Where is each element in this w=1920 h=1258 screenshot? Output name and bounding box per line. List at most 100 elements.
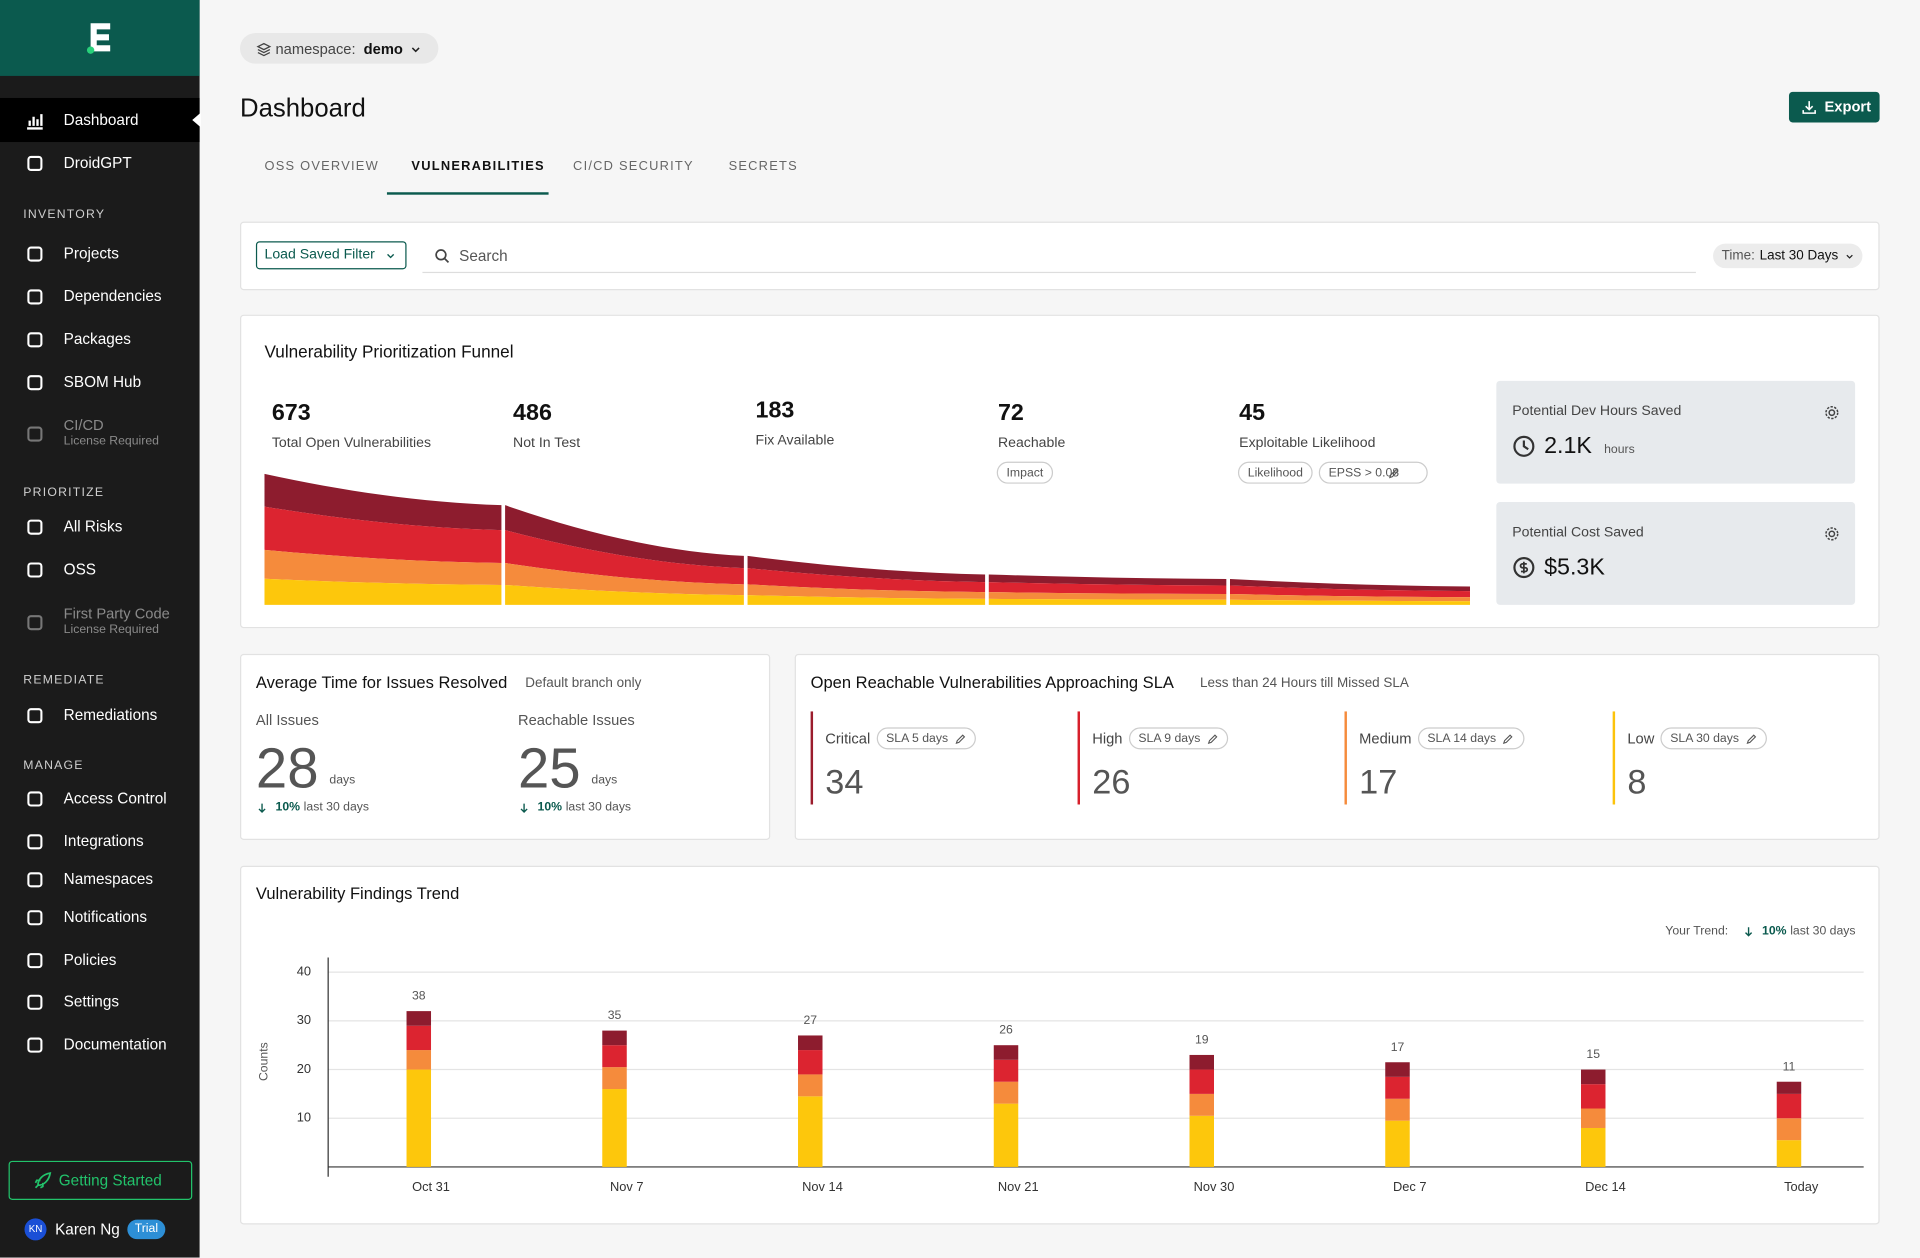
card	[240, 865, 1880, 1225]
tab[interactable]: VULNERABILITIES	[411, 158, 545, 174]
sla-value: 26	[1092, 762, 1131, 801]
savings-title: Potential Dev Hours Saved	[1512, 404, 1682, 420]
stage-value: 486	[513, 399, 552, 426]
sla-pill[interactable]: SLA 5 days	[876, 727, 977, 750]
search-underline	[422, 271, 1696, 274]
metric-period: last 30 days	[565, 800, 632, 815]
nav-label[interactable]: DroidGPT	[63, 153, 132, 172]
card-title: Average Time for Issues Resolved	[255, 673, 508, 693]
namespace-value: demo	[363, 40, 403, 58]
icon	[1825, 527, 1839, 541]
icon	[1746, 733, 1756, 744]
tag-pill[interactable]: Likelihood	[1237, 461, 1313, 484]
stage-value: 183	[755, 397, 795, 424]
tag-pill[interactable]: EPSS > 0.08	[1318, 461, 1428, 484]
nav-label[interactable]: Packages	[63, 330, 131, 348]
export-button[interactable]	[1788, 91, 1880, 123]
icon	[26, 871, 42, 887]
nav-label[interactable]: Policies	[63, 951, 117, 969]
icon	[1745, 927, 1753, 937]
icon	[258, 803, 266, 813]
user-badge: Trial	[127, 1219, 166, 1240]
metric-period: last 30 days	[303, 800, 370, 815]
card-title: Vulnerability Prioritization Funnel	[264, 341, 514, 362]
nav-label[interactable]: Projects	[63, 244, 119, 262]
time-label: Time:	[1721, 247, 1755, 263]
nav-label[interactable]: CI/CD	[63, 416, 104, 434]
icon	[26, 614, 42, 630]
savings-value: $5.3K	[1544, 554, 1605, 580]
nav-label[interactable]: Remediations	[63, 706, 158, 724]
icon	[26, 833, 42, 849]
icon	[1389, 468, 1399, 478]
card	[240, 221, 1880, 291]
cta-button[interactable]	[8, 1160, 193, 1201]
icon	[26, 113, 43, 129]
sla-label: Critical	[825, 729, 871, 747]
nav-label[interactable]: Settings	[63, 992, 119, 1010]
trend-label: Your Trend:	[1665, 924, 1729, 938]
trend-period: last 30 days	[1790, 924, 1856, 938]
sla-pill[interactable]: SLA 30 days	[1660, 727, 1768, 750]
icon	[255, 42, 271, 56]
nav-label[interactable]: Access Control	[63, 789, 167, 807]
tab[interactable]: OSS OVERVIEW	[264, 158, 379, 174]
user-name: Karen Ng	[55, 1220, 120, 1238]
tab[interactable]: CI/CD SECURITY	[573, 158, 694, 174]
nav-label[interactable]: All Risks	[63, 517, 123, 535]
nav-note: License Required	[63, 434, 159, 449]
stage-value: 72	[997, 399, 1024, 426]
stage-label: Reachable	[997, 436, 1066, 451]
nav-label[interactable]: SBOM Hub	[63, 373, 142, 391]
nav-label[interactable]: First Party Code	[63, 604, 170, 623]
logo	[86, 23, 111, 54]
nav-label[interactable]: Dependencies	[63, 287, 162, 305]
time-pill[interactable]	[1713, 243, 1863, 269]
sla-bar	[1077, 711, 1081, 805]
icon	[26, 909, 42, 925]
nav-label[interactable]: Dashboard	[63, 111, 139, 129]
sla-pill[interactable]: SLA 9 days	[1128, 727, 1229, 750]
icon	[1801, 100, 1816, 114]
nav-section: MANAGE	[23, 759, 84, 773]
metric-change: 10%	[275, 800, 301, 815]
icon	[1512, 556, 1534, 578]
metric-unit: days	[591, 773, 618, 788]
page-title: Dashboard	[240, 93, 366, 122]
icon	[26, 245, 42, 262]
stage-label: Fix Available	[755, 433, 835, 449]
icon	[26, 425, 42, 442]
icon	[26, 518, 42, 535]
icon	[26, 155, 42, 171]
sla-bar	[1612, 711, 1616, 805]
icon	[435, 249, 450, 263]
icon	[1207, 733, 1218, 744]
metric-change: 10%	[537, 800, 563, 815]
nav-label[interactable]: OSS	[63, 560, 97, 578]
card-title: Open Reachable Vulnerabilities Approachi…	[810, 673, 1174, 693]
icon	[26, 952, 42, 968]
tab[interactable]: SECRETS	[728, 158, 798, 174]
export-label: Export	[1824, 97, 1872, 116]
icon	[1503, 733, 1513, 744]
sla-pill[interactable]: SLA 14 days	[1417, 727, 1525, 750]
nav-label[interactable]: Namespaces	[63, 870, 154, 888]
nav-label[interactable]: Notifications	[63, 908, 148, 926]
stage-label: Exploitable Likelihood	[1239, 436, 1376, 451]
stage-label: Total Open Vulnerabilities	[271, 436, 432, 451]
nav-label[interactable]: Integrations	[63, 832, 144, 850]
search-placeholder[interactable]: Search	[459, 247, 508, 265]
card	[240, 653, 771, 841]
namespace-label: namespace:	[275, 40, 356, 58]
icon	[26, 790, 42, 806]
filter-label: Load Saved Filter	[264, 247, 375, 263]
icon	[1825, 406, 1839, 420]
tag-pill[interactable]: Impact	[996, 461, 1054, 484]
savings-unit: hours	[1604, 443, 1635, 457]
namespace-pill[interactable]	[240, 33, 439, 64]
card-note: Default branch only	[525, 675, 642, 691]
filter-button[interactable]	[255, 241, 407, 270]
nav-label[interactable]: Documentation	[63, 1035, 167, 1053]
